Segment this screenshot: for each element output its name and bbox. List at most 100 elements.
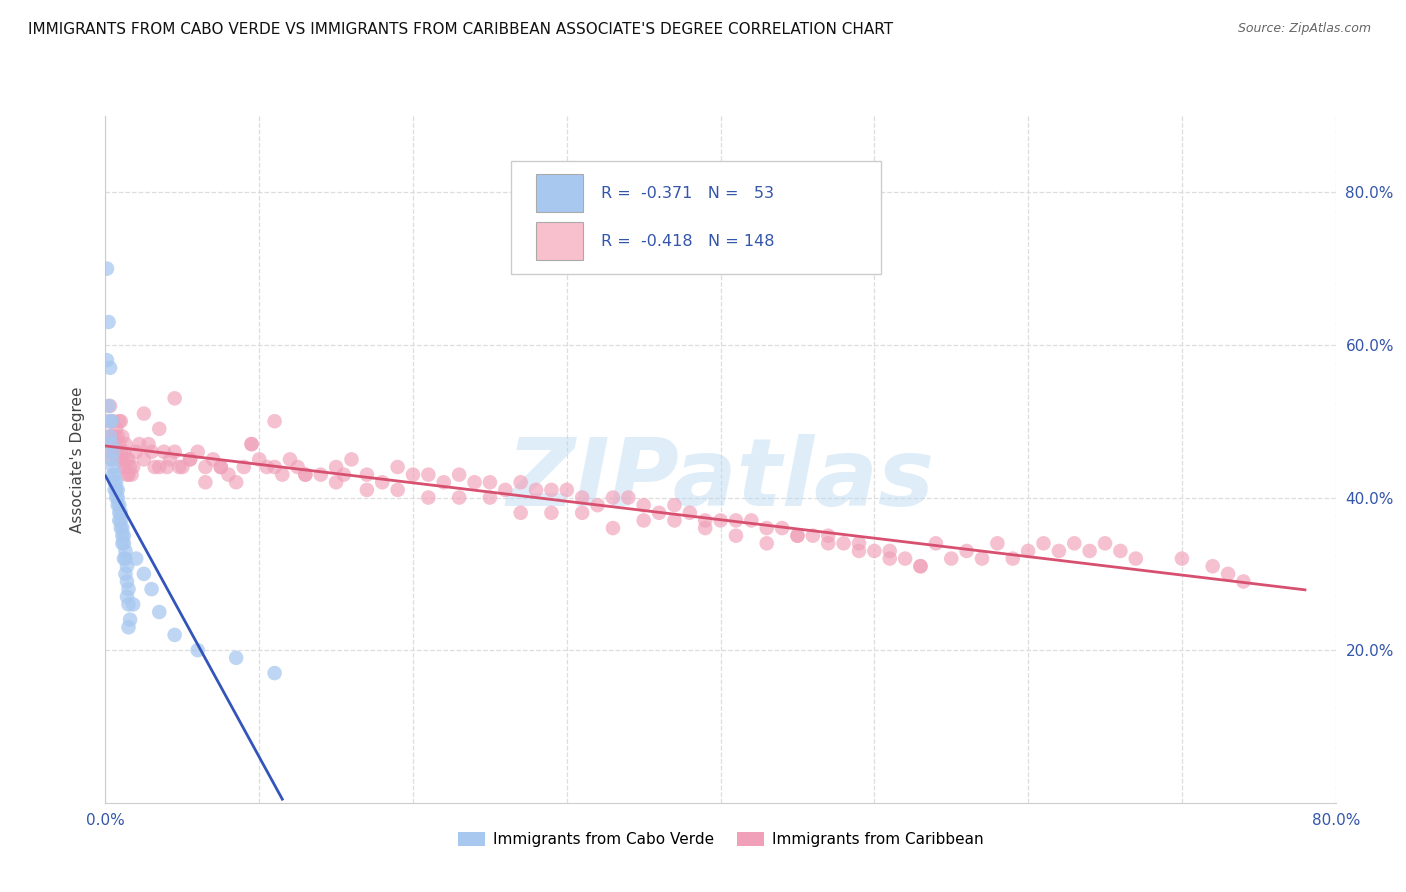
Point — [148, 605, 170, 619]
Point — [138, 437, 160, 451]
Point — [114, 437, 136, 451]
Point — [114, 544, 136, 558]
Point — [101, 460, 124, 475]
Point — [602, 491, 624, 505]
Point — [309, 467, 332, 482]
Text: Source: ZipAtlas.com: Source: ZipAtlas.com — [1237, 22, 1371, 36]
Point — [98, 399, 121, 413]
Point — [225, 475, 247, 490]
Point — [112, 551, 135, 566]
Point — [970, 551, 993, 566]
Point — [294, 467, 316, 482]
FancyBboxPatch shape — [512, 161, 880, 274]
Point — [108, 437, 131, 451]
Point — [755, 536, 778, 550]
Point — [1078, 544, 1101, 558]
Point — [648, 506, 671, 520]
Point — [817, 529, 839, 543]
Point — [117, 467, 139, 482]
Point — [294, 467, 316, 482]
Point — [111, 452, 134, 467]
FancyBboxPatch shape — [536, 222, 583, 260]
Point — [509, 475, 531, 490]
Point — [464, 475, 486, 490]
Point — [271, 467, 294, 482]
Point — [120, 460, 141, 475]
Point — [100, 437, 122, 451]
Point — [97, 399, 120, 413]
Point — [104, 467, 127, 482]
Point — [148, 422, 170, 436]
Point — [169, 460, 191, 475]
Point — [1063, 536, 1085, 550]
Point — [104, 429, 127, 443]
Point — [586, 498, 609, 512]
Point — [112, 536, 135, 550]
Point — [941, 551, 963, 566]
Point — [278, 452, 301, 467]
Point — [402, 467, 425, 482]
Point — [664, 498, 686, 512]
Point — [105, 422, 128, 436]
Point — [287, 460, 309, 475]
Point — [98, 360, 121, 375]
Point — [122, 598, 145, 612]
Point — [111, 529, 134, 543]
Point — [108, 506, 131, 520]
Point — [418, 467, 440, 482]
Point — [104, 444, 127, 458]
Point — [104, 475, 127, 490]
Point — [333, 467, 356, 482]
Point — [114, 566, 136, 581]
Text: IMMIGRANTS FROM CABO VERDE VS IMMIGRANTS FROM CARIBBEAN ASSOCIATE'S DEGREE CORRE: IMMIGRANTS FROM CABO VERDE VS IMMIGRANTS… — [28, 22, 893, 37]
Point — [879, 544, 901, 558]
Point — [540, 483, 562, 497]
Point — [111, 429, 134, 443]
Point — [325, 475, 347, 490]
Point — [209, 460, 232, 475]
Point — [107, 491, 129, 505]
Point — [117, 620, 139, 634]
Point — [879, 551, 901, 566]
Point — [111, 536, 134, 550]
Point — [115, 574, 138, 589]
Point — [112, 529, 135, 543]
Point — [117, 582, 139, 596]
Point — [664, 513, 686, 527]
Point — [105, 475, 128, 490]
Point — [153, 444, 176, 458]
Point — [679, 506, 702, 520]
Point — [132, 407, 155, 421]
Point — [356, 483, 378, 497]
Point — [108, 513, 131, 527]
Point — [724, 529, 747, 543]
Point — [956, 544, 979, 558]
Point — [101, 414, 124, 428]
Point — [910, 559, 932, 574]
Point — [247, 452, 270, 467]
Point — [115, 467, 138, 482]
Point — [418, 491, 440, 505]
Point — [633, 498, 655, 512]
Point — [225, 650, 247, 665]
Point — [108, 414, 131, 428]
Point — [141, 444, 163, 458]
Point — [817, 536, 839, 550]
Point — [617, 491, 640, 505]
FancyBboxPatch shape — [536, 174, 583, 212]
Point — [163, 392, 186, 406]
Point — [101, 467, 124, 482]
Point — [128, 437, 150, 451]
Point — [695, 513, 717, 527]
Point — [110, 506, 132, 520]
Point — [986, 536, 1008, 550]
Point — [1017, 544, 1039, 558]
Point — [863, 544, 886, 558]
Point — [240, 437, 263, 451]
Legend: Immigrants from Cabo Verde, Immigrants from Caribbean: Immigrants from Cabo Verde, Immigrants f… — [451, 826, 990, 854]
Point — [101, 437, 124, 451]
Point — [132, 452, 155, 467]
Point — [724, 513, 747, 527]
Point — [1232, 574, 1254, 589]
Point — [1109, 544, 1132, 558]
